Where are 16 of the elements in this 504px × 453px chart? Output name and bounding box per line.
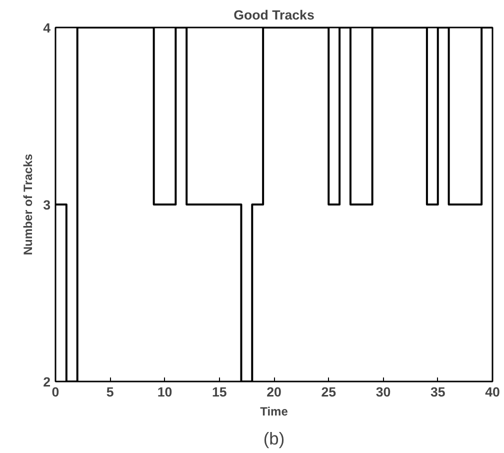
- x-tick-label: 35: [430, 384, 446, 400]
- x-tick-label: 40: [485, 384, 500, 400]
- y-tick-label: 2: [43, 374, 51, 390]
- x-tick-label: 30: [376, 384, 391, 400]
- chart-title: Good Tracks: [234, 8, 314, 22]
- y-tick-label: 4: [43, 20, 52, 36]
- x-tick-label: 10: [157, 384, 172, 400]
- x-tick-label: 15: [212, 384, 228, 400]
- y-axis-title: Number of Tracks: [21, 153, 36, 256]
- x-tick-label: 0: [52, 384, 60, 400]
- y-tick-label: 3: [43, 198, 51, 212]
- x-axis-title: Time: [260, 404, 288, 418]
- x-tick-label: 25: [321, 384, 337, 400]
- x-tick-label: 20: [266, 384, 282, 400]
- x-tick-label: 5: [106, 384, 114, 400]
- text: (b): [263, 428, 285, 448]
